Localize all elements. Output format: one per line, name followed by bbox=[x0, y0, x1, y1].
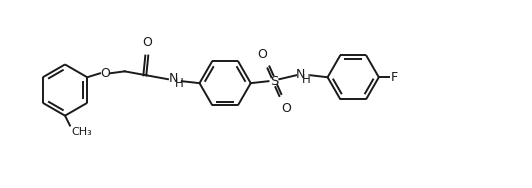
Text: O: O bbox=[281, 102, 291, 115]
Text: F: F bbox=[390, 71, 398, 84]
Text: S: S bbox=[270, 75, 279, 88]
Text: N: N bbox=[169, 72, 178, 85]
Text: O: O bbox=[257, 48, 268, 61]
Text: CH₃: CH₃ bbox=[71, 127, 92, 136]
Text: O: O bbox=[100, 67, 110, 80]
Text: H: H bbox=[175, 77, 184, 90]
Text: H: H bbox=[302, 73, 311, 86]
Text: N: N bbox=[296, 68, 305, 81]
Text: O: O bbox=[143, 36, 152, 49]
